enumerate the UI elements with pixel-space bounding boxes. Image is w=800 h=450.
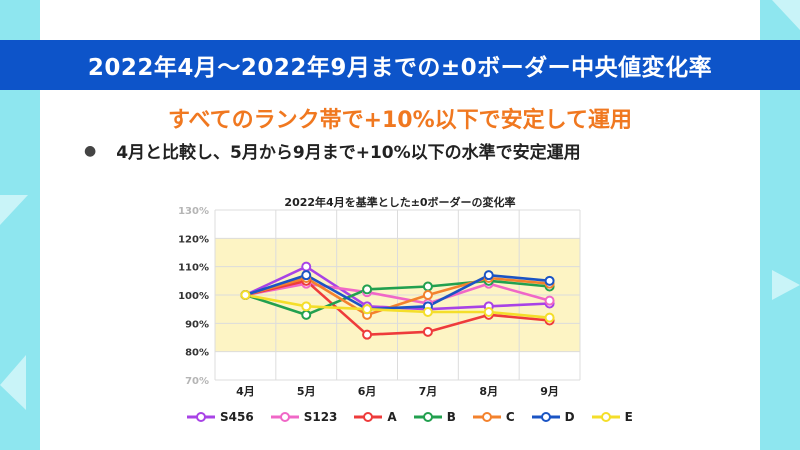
legend-item-s456: S456 xyxy=(186,410,254,424)
legend-label: S123 xyxy=(303,410,338,424)
legend-label: E xyxy=(624,410,633,424)
data-point-c xyxy=(422,290,433,300)
chart-legend: S456 S123 A B C D E xyxy=(186,410,649,424)
y-tick-label: 100% xyxy=(178,291,209,302)
y-tick-label: 130% xyxy=(178,206,209,217)
data-point-b xyxy=(422,281,433,292)
data-point-s123 xyxy=(544,295,555,306)
bullet-icon: ● xyxy=(84,142,97,159)
legend-item-a: A xyxy=(353,410,397,424)
legend-label: C xyxy=(505,410,515,424)
data-point-e xyxy=(362,304,373,315)
legend-item-e: E xyxy=(591,410,633,424)
bullet-point: ● 4月と比較し、5月から9月まで+10%以下の水準で安定運用 xyxy=(84,138,581,164)
data-point-a xyxy=(422,326,433,337)
y-tick-label: 70% xyxy=(185,376,209,387)
y-tick-label: 110% xyxy=(178,263,209,274)
data-point-d xyxy=(483,270,494,281)
data-point-d xyxy=(544,275,555,286)
legend-swatch xyxy=(472,412,501,422)
y-tick-label: 80% xyxy=(185,348,209,359)
page-title: 2022年4月～2022年9月までの±0ボーダー中央値変化率 xyxy=(87,55,713,81)
y-tick-label: 90% xyxy=(185,319,209,330)
data-point-d xyxy=(301,270,312,281)
data-point-e xyxy=(240,290,251,300)
legend-item-d: D xyxy=(531,410,575,424)
legend-swatch xyxy=(354,412,383,422)
series-line-b xyxy=(245,279,550,317)
bullet-text: 4月と比較し、5月から9月まで+10%以下の水準で安定運用 xyxy=(116,143,581,163)
title-bar: 2022年4月～2022年9月までの±0ボーダー中央値変化率 xyxy=(0,40,800,90)
legend-swatch xyxy=(270,412,299,422)
series-line-c xyxy=(245,276,550,317)
legend-swatch xyxy=(591,412,620,422)
series-line-d xyxy=(245,273,550,311)
legend-swatch xyxy=(187,412,215,422)
data-point-b xyxy=(362,284,373,295)
x-tick-label: 9月 xyxy=(540,385,559,398)
data-point-a xyxy=(362,329,373,340)
legend-swatch xyxy=(531,412,560,422)
data-point-e xyxy=(483,307,494,317)
legend-label: B xyxy=(446,410,456,424)
legend-item-c: C xyxy=(472,410,515,424)
legend-item-b: B xyxy=(413,410,456,424)
subtitle: すべてのランク帯で+10%以下で安定して運用 xyxy=(167,108,632,133)
data-point-e xyxy=(422,307,433,317)
legend-label: S456 xyxy=(220,410,254,424)
legend-swatch xyxy=(413,412,442,422)
data-point-s456 xyxy=(301,261,312,272)
data-point-e xyxy=(544,312,555,323)
legend-label: D xyxy=(564,410,575,424)
data-point-e xyxy=(301,301,312,312)
series-line-a xyxy=(245,279,550,336)
x-tick-label: 5月 xyxy=(297,385,316,398)
x-tick-label: 4月 xyxy=(236,385,255,398)
legend-label: A xyxy=(387,410,397,424)
series-line-s123 xyxy=(245,282,550,305)
chart-title: 2022年4月を基準とした±0ボーダーの変化率 xyxy=(284,196,516,209)
x-tick-label: 6月 xyxy=(358,385,377,398)
series-line-e xyxy=(245,293,550,319)
y-tick-label: 120% xyxy=(178,234,209,245)
x-tick-label: 8月 xyxy=(479,385,498,398)
data-point-b xyxy=(301,309,312,320)
legend-item-s123: S123 xyxy=(270,410,338,424)
x-tick-label: 7月 xyxy=(419,385,438,398)
